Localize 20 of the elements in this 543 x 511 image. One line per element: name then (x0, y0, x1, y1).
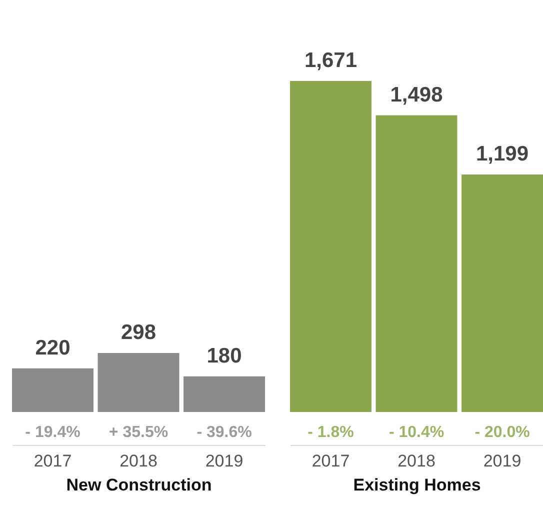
x-tick-label: 2018 (120, 452, 158, 470)
x-tick-label: 2019 (483, 452, 522, 470)
x-tick-label: 2017 (312, 452, 350, 470)
x-tick-label: 2018 (398, 452, 436, 470)
data-label: 1,498 (390, 83, 444, 106)
x-tick-label: 2019 (205, 452, 244, 470)
data-label: 1,671 (304, 49, 358, 72)
x-axis-title: New Construction (66, 476, 212, 494)
data-label: 298 (120, 320, 156, 344)
text: - 20.0% (474, 424, 530, 441)
text: + 35.5% (108, 424, 168, 441)
data-label: 180 (206, 344, 242, 368)
text: - 1.8% (308, 424, 354, 441)
x-axis-title: Existing Homes (353, 476, 481, 494)
data-label: 220 (35, 336, 70, 360)
text: - 39.6% (196, 424, 252, 441)
text: - 19.4% (25, 424, 80, 441)
text: - 10.4% (388, 424, 444, 441)
data-label: 1,199 (476, 142, 529, 166)
x-tick-label: 2017 (34, 452, 72, 470)
